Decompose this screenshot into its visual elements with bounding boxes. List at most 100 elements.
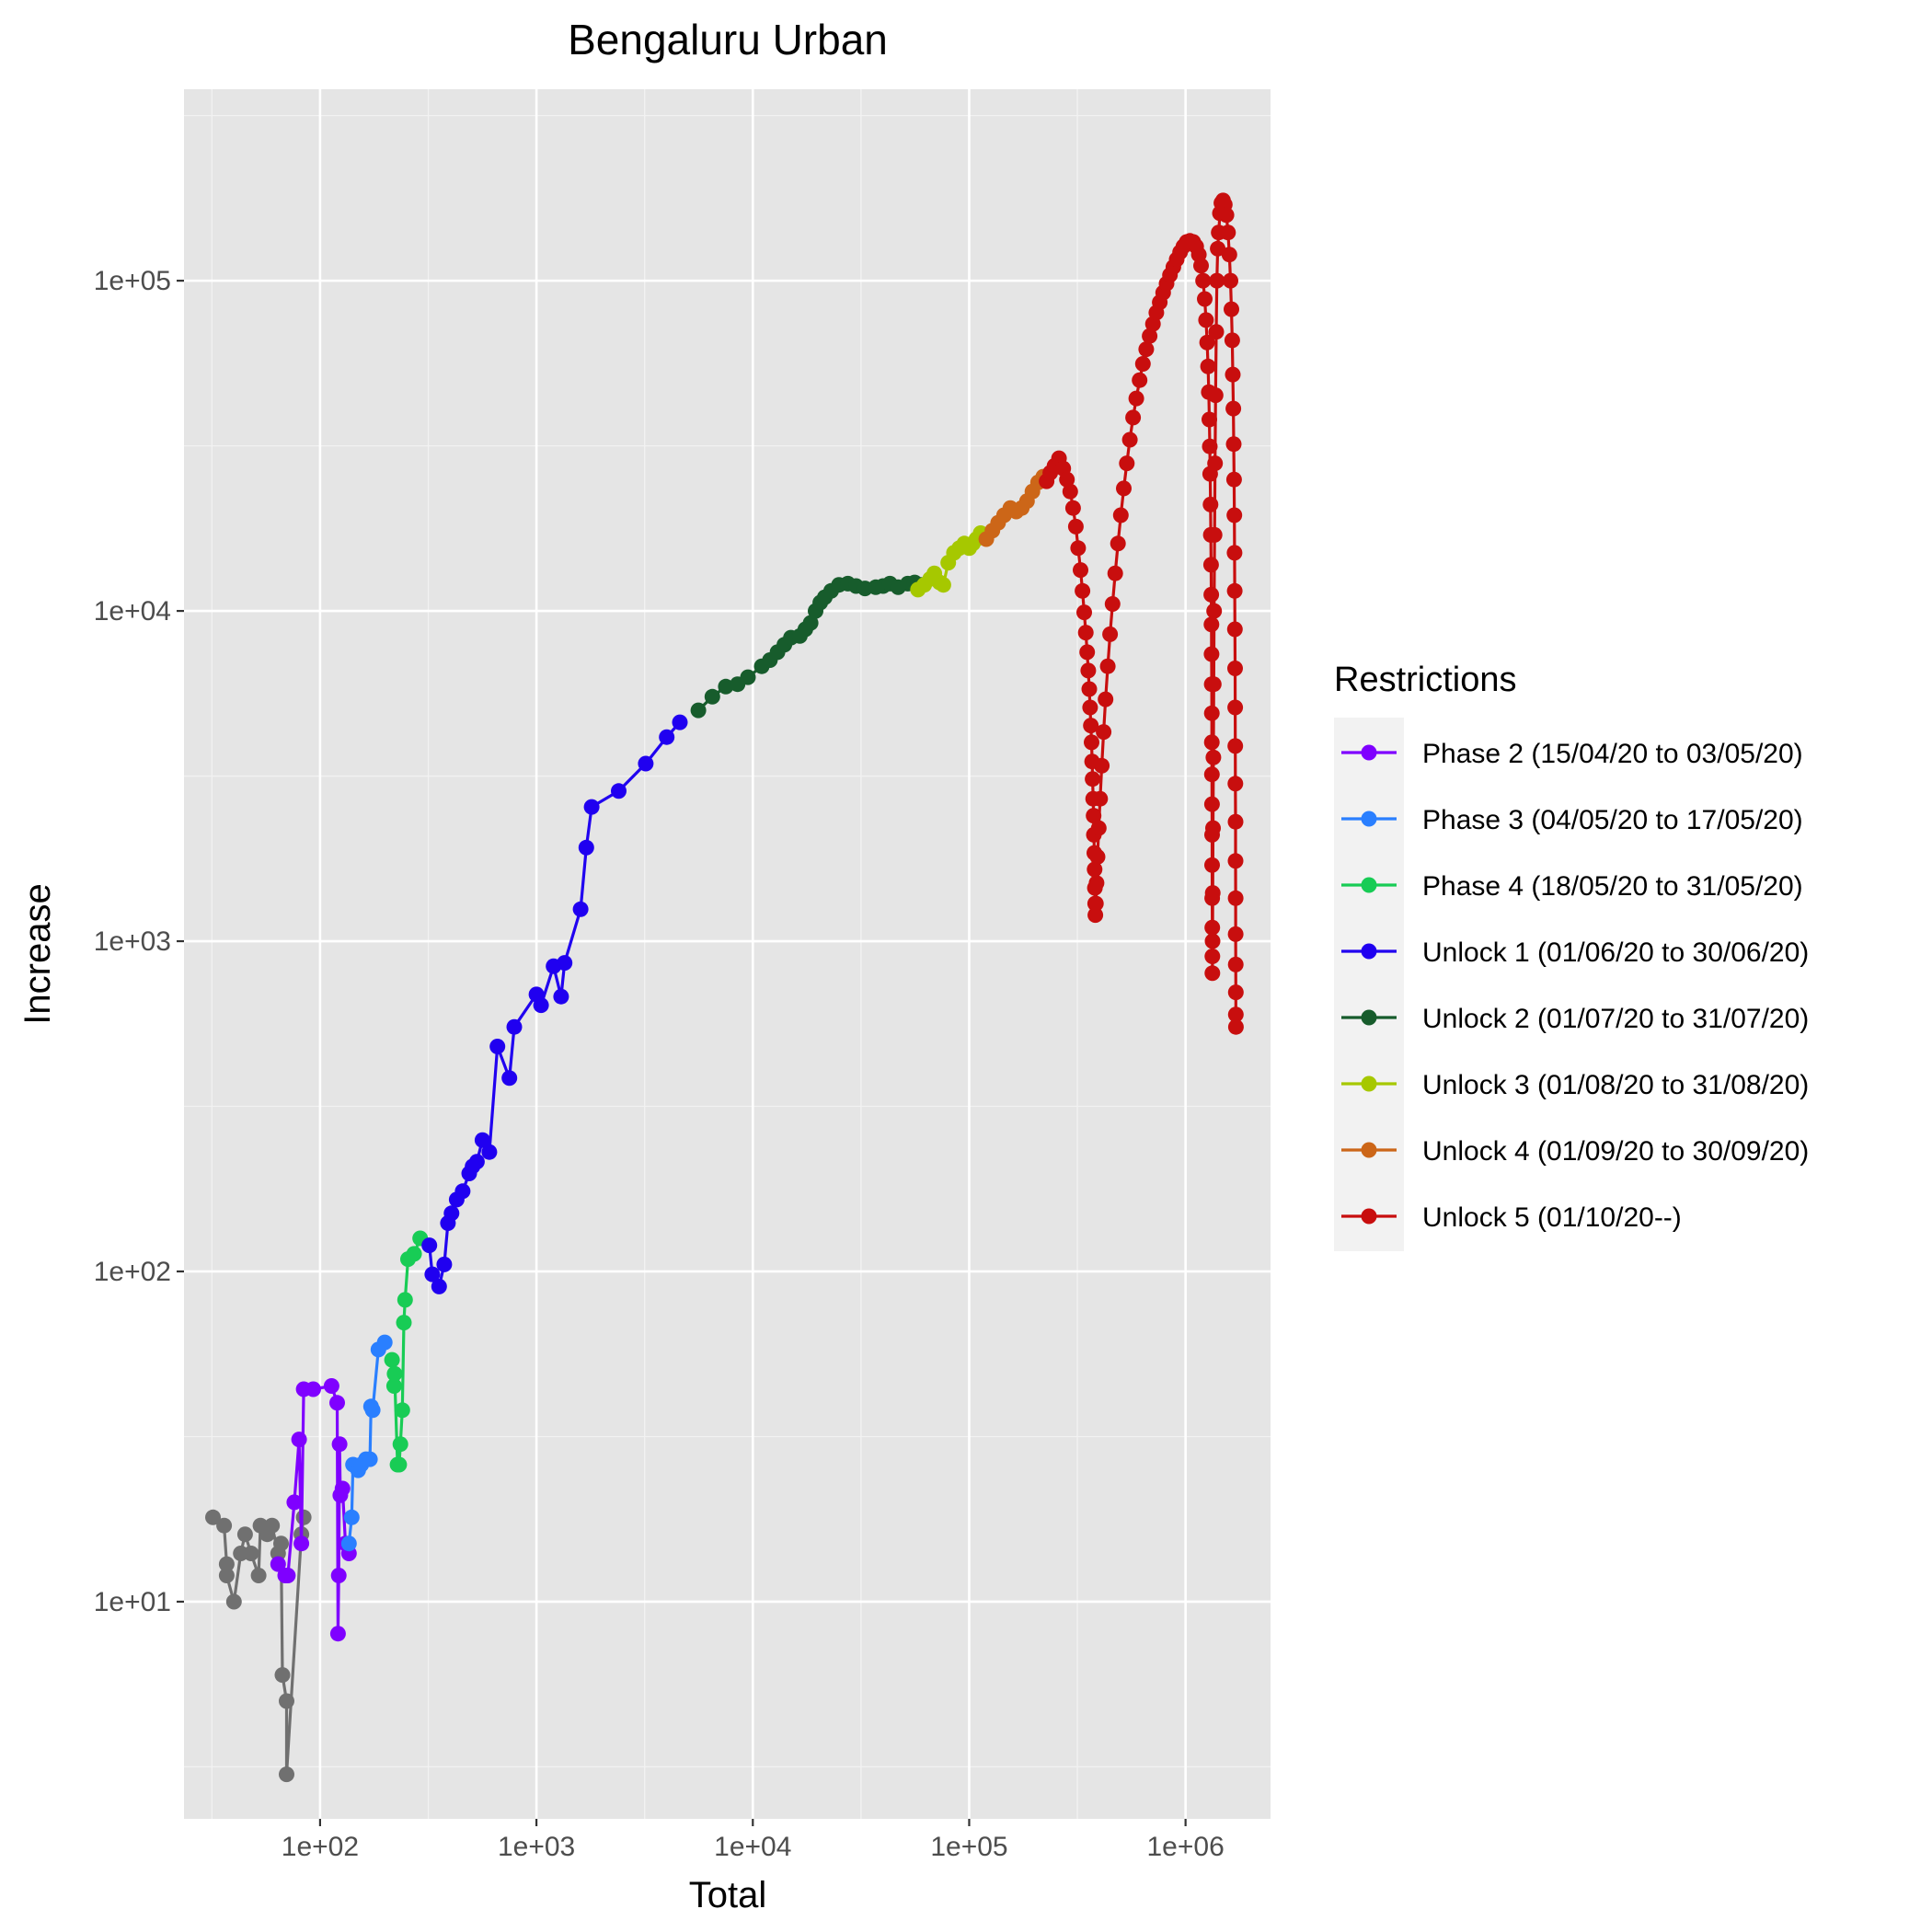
data-point <box>1204 965 1221 982</box>
data-point <box>1087 907 1104 924</box>
plot-panel <box>184 89 1271 1819</box>
data-point <box>1128 390 1144 407</box>
data-point <box>1088 875 1105 891</box>
data-point <box>935 577 951 593</box>
data-point <box>553 988 569 1005</box>
data-point <box>1226 582 1243 599</box>
legend-key-point <box>1361 811 1377 827</box>
data-point <box>1204 885 1221 902</box>
data-point <box>468 1154 485 1170</box>
data-point <box>1082 699 1098 716</box>
legend-key-point <box>1361 1009 1377 1026</box>
data-point <box>1208 324 1225 340</box>
legend-item: Unlock 5 (01/10/20--) <box>1341 1202 1682 1233</box>
data-point <box>1224 332 1240 349</box>
data-point <box>225 1593 242 1610</box>
data-point <box>611 783 627 799</box>
data-point <box>1134 356 1151 372</box>
data-point <box>1077 625 1094 641</box>
y-tick-label: 1e+05 <box>94 266 171 296</box>
data-point <box>1119 455 1135 472</box>
data-point <box>578 839 594 856</box>
data-point <box>406 1246 422 1262</box>
data-point <box>1227 813 1244 830</box>
data-point <box>1227 890 1244 906</box>
legend-key-background <box>1334 718 1404 1251</box>
data-point <box>1062 483 1078 500</box>
data-point <box>1210 240 1226 257</box>
data-point <box>638 755 654 772</box>
data-point <box>740 669 756 685</box>
data-point <box>1132 372 1148 388</box>
data-point <box>1205 820 1221 836</box>
legend-item: Unlock 1 (01/06/20 to 30/06/20) <box>1341 937 1809 968</box>
data-point <box>396 1315 412 1331</box>
data-point <box>1225 471 1242 488</box>
data-point <box>557 955 573 972</box>
data-point <box>1202 496 1219 512</box>
data-point <box>1104 596 1121 612</box>
data-point <box>454 1183 471 1200</box>
data-point <box>501 1070 518 1087</box>
legend-label: Unlock 1 (01/06/20 to 30/06/20) <box>1422 937 1809 968</box>
series-8 <box>1039 192 1244 1035</box>
data-point <box>1227 661 1243 676</box>
y-tick-label: 1e+03 <box>94 926 171 957</box>
data-point <box>1142 328 1158 344</box>
data-point <box>1075 582 1091 599</box>
data-point <box>1204 933 1221 949</box>
data-point <box>1227 699 1244 716</box>
data-point <box>218 1556 235 1572</box>
data-point <box>270 1556 286 1572</box>
legend-label: Unlock 2 (01/07/20 to 31/07/20) <box>1422 1004 1809 1034</box>
data-point <box>718 678 734 695</box>
x-tick-label: 1e+06 <box>1147 1832 1225 1862</box>
data-point <box>1099 658 1116 674</box>
data-point <box>250 1568 267 1583</box>
legend-label: Unlock 3 (01/08/20 to 31/08/20) <box>1422 1070 1809 1100</box>
legend-key-point <box>1361 877 1377 893</box>
data-point <box>331 1436 348 1453</box>
data-point <box>1079 644 1096 661</box>
data-point <box>330 1568 347 1583</box>
data-point <box>1203 616 1220 633</box>
legend-item: Phase 2 (15/04/20 to 03/05/20) <box>1341 739 1803 769</box>
data-point <box>394 1402 410 1419</box>
data-point <box>672 714 688 730</box>
data-point <box>1092 790 1109 807</box>
data-point <box>329 1395 345 1411</box>
data-point <box>1207 455 1224 472</box>
data-point <box>264 1517 281 1534</box>
legend-item: Unlock 4 (01/09/20 to 30/09/20) <box>1341 1136 1809 1167</box>
chart-title: Bengaluru Urban <box>568 16 888 63</box>
data-point <box>385 1378 402 1394</box>
legend-item: Phase 4 (18/05/20 to 31/05/20) <box>1341 871 1803 902</box>
data-point <box>1121 431 1138 448</box>
data-point <box>1102 626 1119 642</box>
data-point <box>1199 334 1215 351</box>
legend-key-point <box>1361 1142 1377 1158</box>
series-4 <box>421 714 688 1294</box>
data-point <box>1202 557 1219 573</box>
data-point <box>802 615 819 631</box>
series-layer <box>205 192 1244 1783</box>
legend-label: Unlock 4 (01/09/20 to 30/09/20) <box>1422 1136 1809 1167</box>
data-point <box>1081 681 1098 697</box>
y-axis: 1e+01 1e+02 1e+03 1e+04 1e+05 <box>94 266 184 1617</box>
data-point <box>431 1278 447 1294</box>
data-point <box>1116 480 1132 497</box>
data-point <box>1198 312 1214 328</box>
data-point <box>1225 400 1242 417</box>
data-point <box>421 1237 438 1254</box>
x-tick-label: 1e+04 <box>714 1832 791 1862</box>
data-point <box>1203 766 1220 783</box>
data-point <box>340 1535 357 1552</box>
legend-key-point <box>1361 744 1377 761</box>
data-point <box>279 1766 294 1783</box>
data-point <box>1227 1018 1244 1035</box>
legend-key-point <box>1361 1208 1377 1225</box>
data-point <box>1195 272 1212 289</box>
data-point <box>1225 366 1241 383</box>
data-point <box>1083 718 1099 734</box>
